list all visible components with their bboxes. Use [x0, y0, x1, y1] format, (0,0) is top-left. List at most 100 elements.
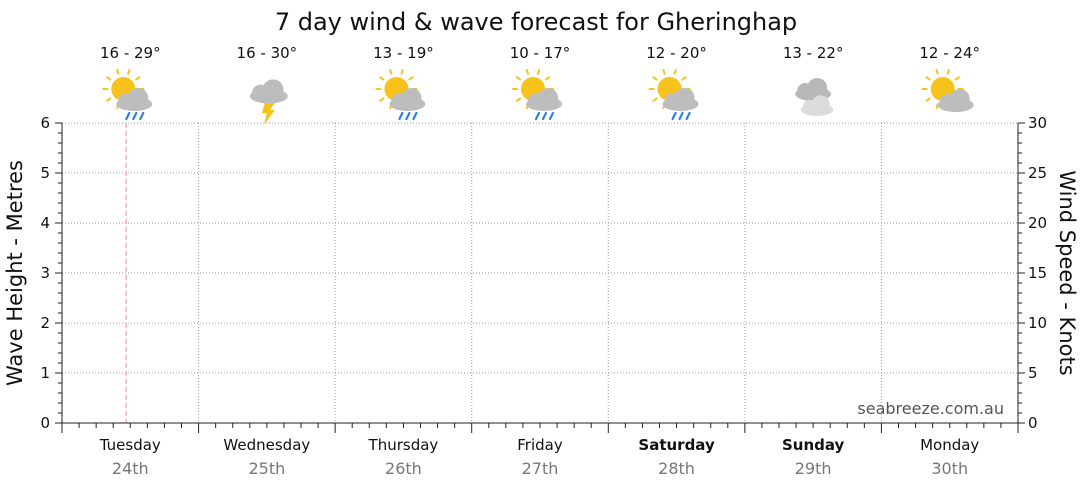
sun-ray — [135, 76, 141, 81]
rain-drop — [132, 111, 138, 121]
sun-ray — [408, 76, 414, 81]
sun-ray — [681, 76, 687, 81]
y-axis-right-title: Wind Speed - Knots — [1055, 170, 1079, 375]
cloud-puff — [128, 88, 149, 108]
sun-ray — [106, 97, 112, 102]
day-name-label: Saturday — [638, 436, 715, 454]
day-date-label: 26th — [385, 459, 422, 478]
rain-drop — [678, 111, 684, 121]
sun-ray — [946, 68, 950, 75]
sun-ray — [379, 76, 385, 81]
y-right-tick-label: 20 — [1028, 214, 1047, 232]
sun-ray — [925, 76, 931, 81]
rain-drop — [541, 111, 548, 121]
watermark-text: seabreeze.com.au — [857, 399, 1004, 418]
day-date-label: 24th — [112, 459, 149, 478]
sun-rain-icon — [648, 68, 699, 121]
sun-ray — [525, 68, 530, 75]
day-name-label: Friday — [517, 436, 563, 454]
y-right-tick-label: 0 — [1028, 414, 1038, 432]
day-columns: 16 - 29° Tuesday 24th 16 - 30° Wednesday 25th… — [99, 44, 980, 478]
day-temp-range: 16 - 29° — [100, 44, 161, 62]
day-temp-range: 12 - 20° — [646, 44, 707, 62]
day-column: 12 - 20° Saturday 28th — [638, 44, 715, 478]
cloud-puff — [401, 88, 422, 108]
day-name-label: Sunday — [782, 436, 845, 454]
rain-drop — [534, 111, 541, 121]
sun-ray — [925, 97, 931, 102]
y-left-tick-label: 2 — [40, 314, 50, 332]
sun-ray — [536, 68, 541, 75]
cloud-puff — [949, 89, 970, 109]
sun-ray — [116, 68, 120, 75]
day-name-label: Wednesday — [223, 436, 310, 454]
sun-ray — [935, 68, 939, 75]
day-temp-range: 13 - 22° — [783, 44, 844, 62]
sun-rain-icon — [102, 68, 153, 121]
day-column: 13 - 19° Thursday 26th — [368, 44, 439, 478]
cloud-puff — [262, 79, 284, 101]
sun-ray — [389, 68, 393, 75]
sun-ray — [379, 97, 385, 102]
sun-ray — [400, 68, 404, 75]
day-date-label: 29th — [795, 459, 832, 478]
y-axis-left-title: Wave Height - Metres — [3, 160, 27, 386]
grid — [62, 122, 1018, 423]
rain-drop — [398, 111, 404, 121]
sun-ray — [954, 76, 960, 81]
day-date-label: 25th — [248, 459, 285, 478]
y-left-tick-label: 5 — [40, 164, 50, 182]
y-left-tick-label: 4 — [40, 214, 50, 232]
rain-drop — [125, 111, 131, 121]
day-name-label: Thursday — [368, 436, 439, 454]
day-date-label: 28th — [658, 459, 695, 478]
axes: 0 1 2 3 4 5 6 0 5 10 15 20 25 30 — [40, 114, 1047, 433]
day-column: 16 - 30° Wednesday 25th — [223, 44, 310, 478]
sun-ray — [935, 103, 939, 110]
chart-title: 7 day wind & wave forecast for Gheringha… — [275, 8, 797, 36]
sun-ray — [673, 68, 677, 75]
rain-drop — [405, 111, 411, 121]
day-date-label: 30th — [931, 459, 968, 478]
rain-drop — [548, 111, 555, 121]
sun-ray — [544, 76, 551, 81]
y-left-tick-label: 6 — [40, 114, 50, 132]
cloud-puff — [674, 88, 695, 108]
sun-ray — [515, 97, 522, 102]
y-right-tick-label: 30 — [1028, 114, 1047, 132]
sun-ray — [106, 76, 112, 81]
y-left-tick-label: 1 — [40, 364, 50, 382]
cloud-puff — [811, 95, 830, 114]
partly-cloudy-icon — [921, 68, 974, 112]
y-right-tick-label: 10 — [1028, 314, 1047, 332]
storm-icon — [249, 79, 288, 125]
sun-rain-icon — [512, 68, 562, 121]
day-temp-range: 12 - 24° — [919, 44, 980, 62]
sun-ray — [127, 68, 131, 75]
cloudy-icon — [795, 78, 834, 116]
day-name-label: Monday — [920, 436, 979, 454]
y-right-tick-label: 5 — [1028, 364, 1038, 382]
day-column: 10 - 17° Friday 27th — [510, 44, 571, 478]
rain-drop — [412, 111, 418, 121]
day-column: 12 - 24° Monday 30th — [919, 44, 980, 478]
y-left-tick-label: 0 — [40, 414, 50, 432]
rain-drop — [671, 111, 677, 121]
day-date-label: 27th — [522, 459, 559, 478]
day-temp-range: 13 - 19° — [373, 44, 434, 62]
sun-ray — [652, 76, 658, 81]
day-column: 13 - 22° Sunday 29th — [782, 44, 845, 478]
y-left-tick-label: 3 — [40, 264, 50, 282]
lightning-bolt — [261, 103, 275, 125]
day-temp-range: 16 - 30° — [237, 44, 298, 62]
cloud-puff — [538, 88, 558, 108]
sun-rain-icon — [375, 68, 426, 121]
sun-ray — [515, 76, 522, 81]
sun-ray — [662, 68, 666, 75]
y-right-tick-label: 25 — [1028, 164, 1047, 182]
day-temp-range: 10 - 17° — [510, 44, 571, 62]
rain-drop — [139, 111, 145, 121]
day-column: 16 - 29° Tuesday 24th — [99, 44, 161, 478]
day-name-label: Tuesday — [99, 436, 161, 454]
sun-ray — [652, 97, 658, 102]
